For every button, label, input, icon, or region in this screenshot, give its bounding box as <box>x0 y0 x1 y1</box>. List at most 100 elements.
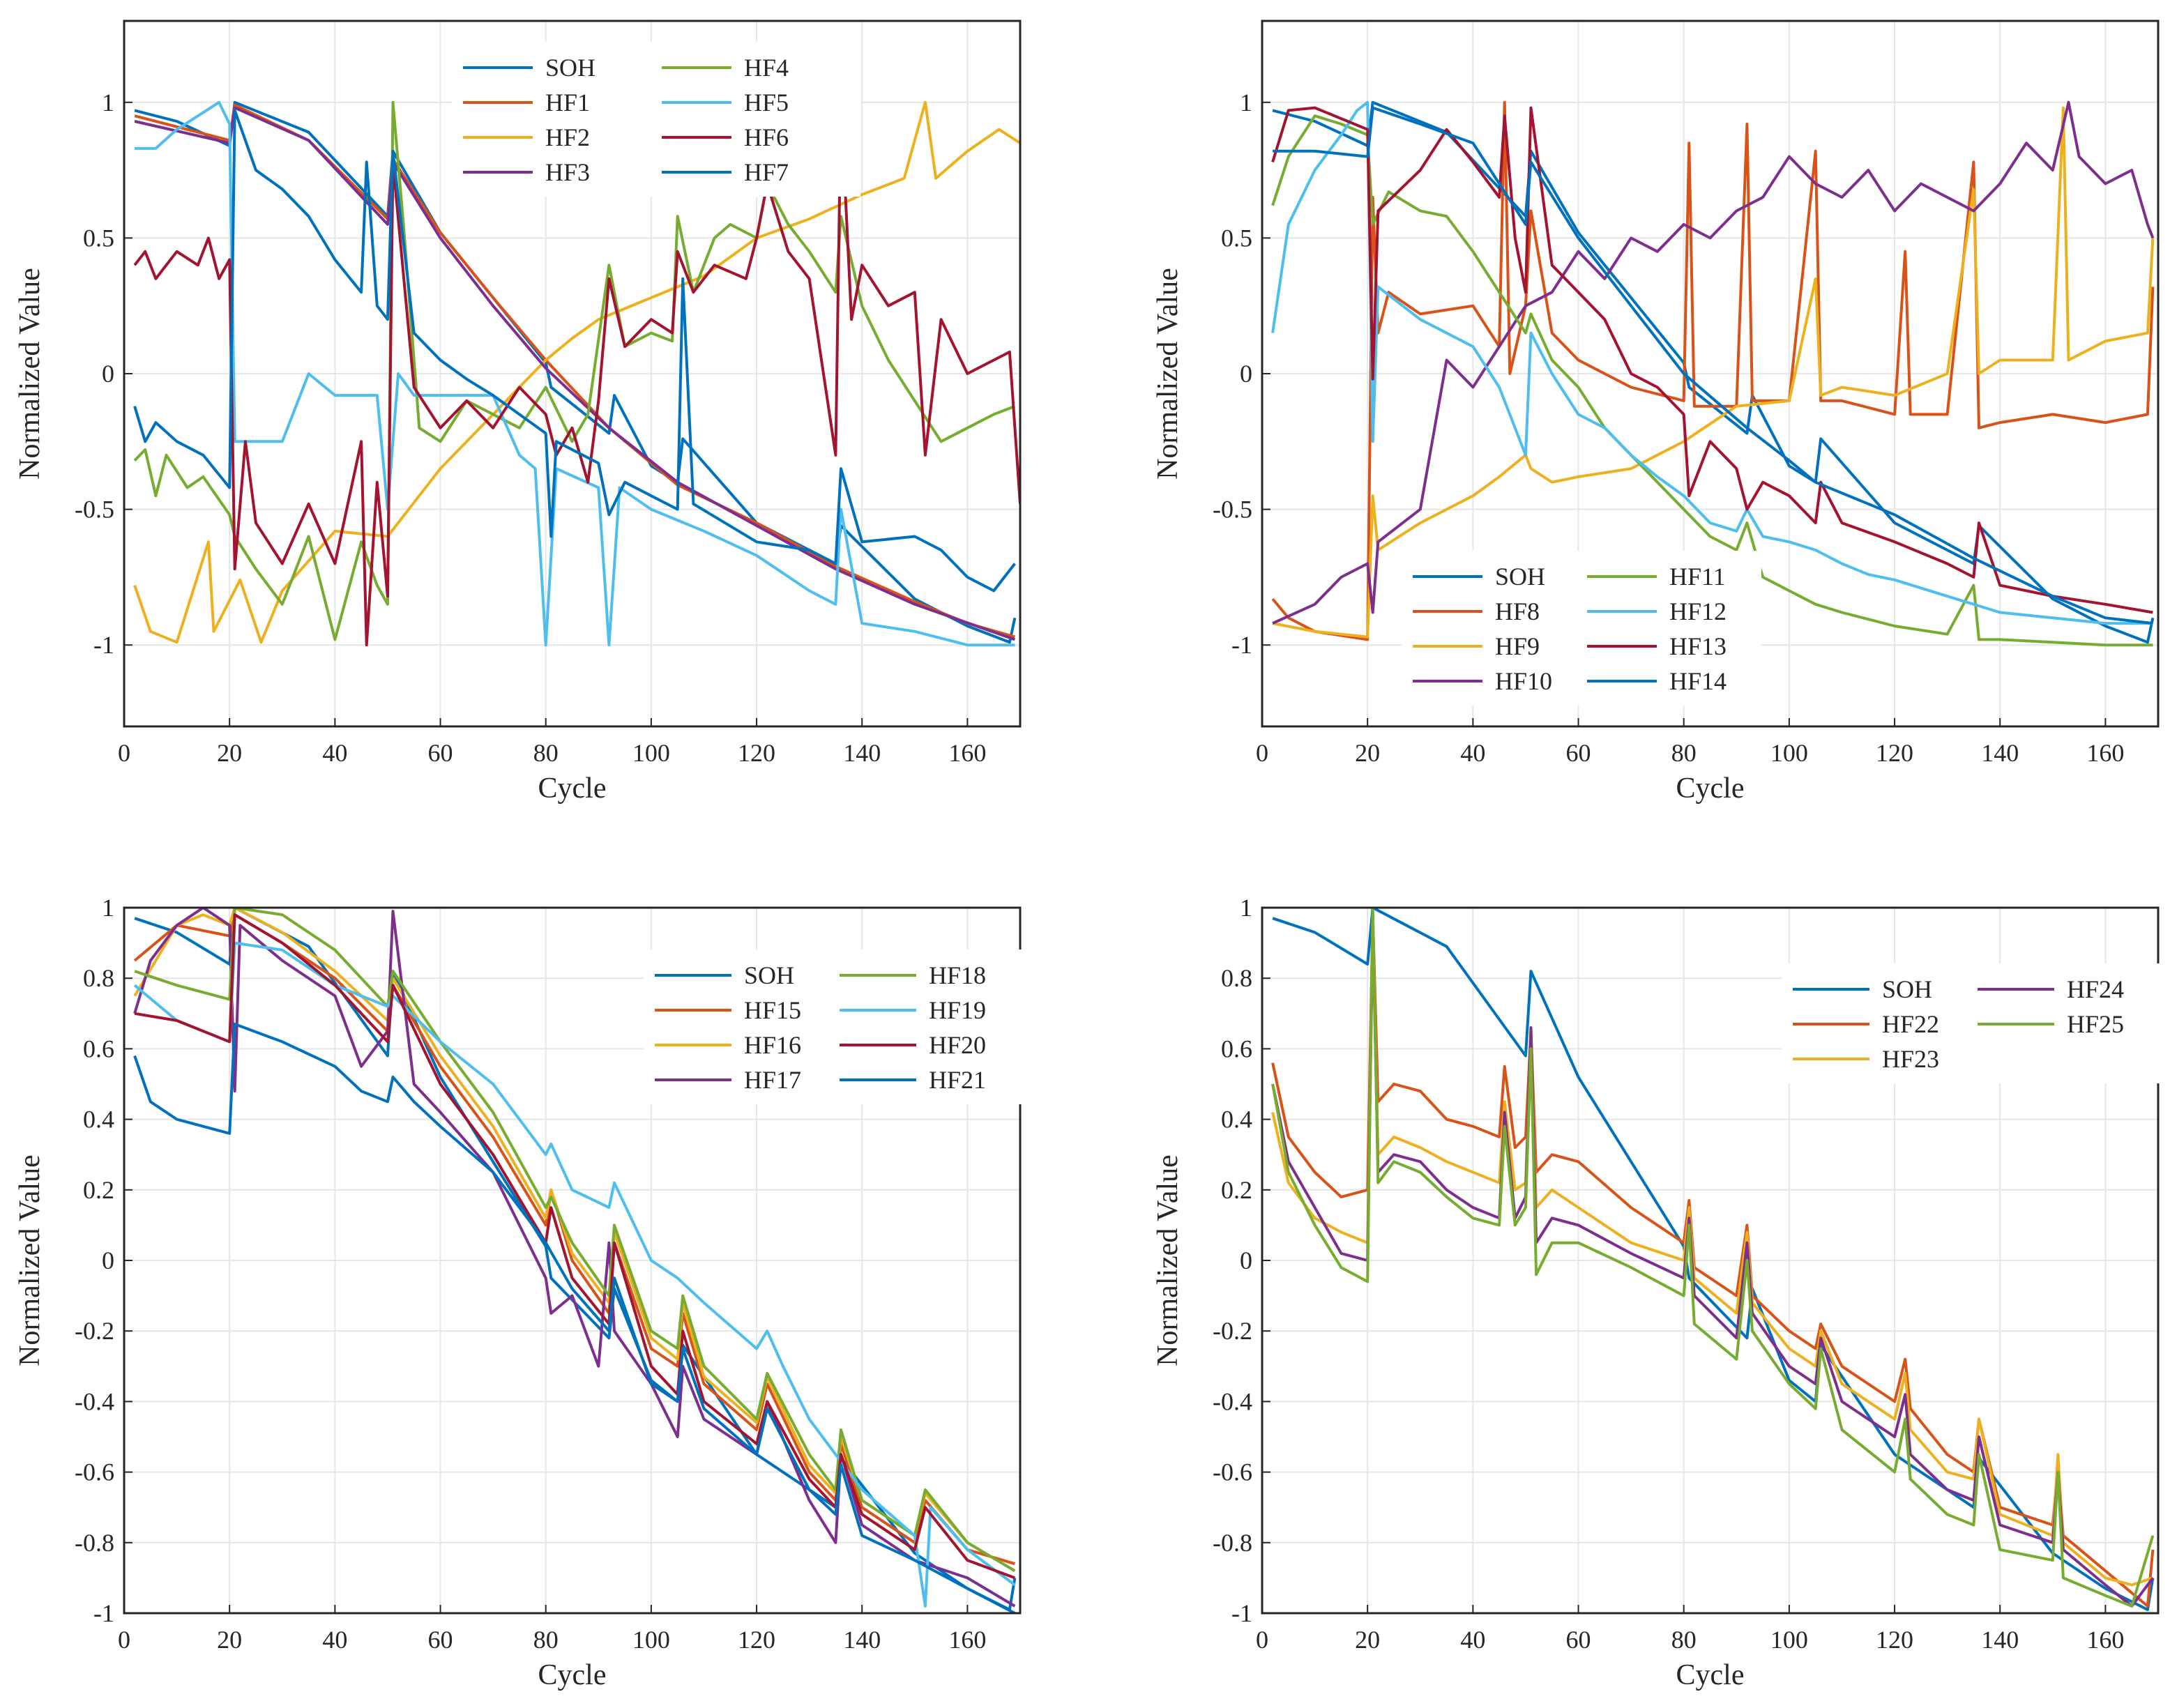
x-tick-label: 100 <box>632 1626 670 1654</box>
legend-item-hf16: HF16 <box>655 1031 801 1059</box>
x-axis-label: Cycle <box>538 1659 607 1691</box>
y-tick-label: -0.8 <box>75 1529 114 1557</box>
legend-label: HF5 <box>744 89 789 116</box>
legend-item-hf9: HF9 <box>1413 632 1540 660</box>
y-tick-label: 0.5 <box>83 224 114 252</box>
legend-label: HF22 <box>1882 1010 1939 1038</box>
series-line-hf18 <box>134 908 1016 1573</box>
x-tick-label: 80 <box>1671 739 1697 767</box>
x-tick-label: 140 <box>843 1626 881 1654</box>
legend-item-hf14: HF14 <box>1587 667 1727 695</box>
legend-label: HF19 <box>929 996 986 1024</box>
legend-label: HF1 <box>545 89 590 116</box>
legend-label: HF18 <box>929 961 986 989</box>
x-tick-label: 0 <box>118 1626 130 1654</box>
legend-label: HF12 <box>1669 597 1727 625</box>
y-tick-label: 0.6 <box>83 1035 114 1062</box>
legend-label: HF20 <box>929 1031 986 1059</box>
x-tick-label: 120 <box>1876 739 1913 767</box>
legend-item-soh: SOH <box>1793 975 1932 1003</box>
series-line-soh <box>134 100 1017 644</box>
x-tick-label: 80 <box>533 739 559 767</box>
series-line-hf25 <box>1271 908 2155 1608</box>
series-line-hf23 <box>1271 917 2154 1587</box>
legend-item-hf19: HF19 <box>840 996 986 1024</box>
legend-label: HF8 <box>1495 597 1540 625</box>
x-tick-label: 0 <box>1256 1626 1268 1654</box>
series-line-hf3 <box>134 106 1016 641</box>
legend: SOH HF22 HF23 HF24 HF25 <box>1782 963 2162 1083</box>
y-tick-label: 0 <box>1240 360 1252 388</box>
panel-3: 0 20 40 60 80 100 120 140 160 -1 -0.8 -0.6 -0.4 -0.2 0… <box>14 894 1024 1691</box>
y-tick-label: 0.2 <box>83 1176 114 1204</box>
series-line-soh <box>1272 100 2155 644</box>
legend-item-soh: SOH <box>1413 563 1545 590</box>
legend-label: HF10 <box>1495 667 1552 695</box>
legend-label: HF25 <box>2067 1010 2124 1038</box>
series-line-hf2 <box>133 100 1020 644</box>
x-tick-label: 20 <box>217 739 242 767</box>
panel-2: 0 20 40 60 80 100 120 140 160 -1 -0.5 0 0.5 1 Cycle Nor… <box>1152 20 2160 805</box>
legend-label: SOH <box>744 961 794 989</box>
series-lines <box>1271 908 2155 1611</box>
legend: SOH HF1 HF2 HF3 HF4 HF5 HF6 HF7 <box>452 42 860 197</box>
legend-item-hf13: HF13 <box>1587 632 1727 660</box>
y-tick-label: -1 <box>1231 1599 1252 1627</box>
legend-label: HF11 <box>1669 563 1726 590</box>
y-tick-label: -1 <box>93 1599 114 1627</box>
series-lines <box>133 908 1017 1613</box>
legend-item-soh: SOH <box>655 961 794 989</box>
x-tick-label: 100 <box>1770 739 1808 767</box>
panel-1: 0 20 40 60 80 100 120 140 160 -1 -0.5 0 0.5 1 Cycle Nor… <box>14 20 1022 805</box>
x-tick-label: 40 <box>322 739 347 767</box>
legend-item-hf3: HF3 <box>463 158 590 186</box>
x-tick-label: 60 <box>1566 739 1591 767</box>
legend-item-hf17: HF17 <box>655 1066 801 1094</box>
legend: SOH HF8 HF9 HF10 HF11 HF12 HF13 HF14 <box>1402 551 1761 706</box>
y-axis-label: Normalized Value <box>14 1154 46 1366</box>
x-tick-label: 160 <box>948 739 986 767</box>
legend-item-hf21: HF21 <box>840 1066 986 1094</box>
x-tick-label: 140 <box>1981 739 2019 767</box>
x-tick-label: 80 <box>1671 1626 1697 1654</box>
x-tick-label: 0 <box>118 739 130 767</box>
legend: SOH HF15 HF16 HF17 HF18 HF19 HF20 HF21 <box>644 950 1024 1104</box>
y-tick-label: -0.8 <box>1213 1529 1252 1557</box>
series-line-soh <box>1272 908 2155 1611</box>
legend-label: HF4 <box>744 54 789 82</box>
x-tick-label: 60 <box>428 1626 453 1654</box>
y-tick-label: -1 <box>1231 631 1252 659</box>
y-tick-label: 0.5 <box>1221 224 1252 252</box>
x-tick-label: 140 <box>843 739 881 767</box>
legend-label: HF24 <box>2067 975 2124 1003</box>
y-tick-label: 1 <box>1240 894 1252 922</box>
series-line-hf14 <box>1273 106 2153 625</box>
y-tick-label: 0.8 <box>83 964 114 992</box>
legend-item-hf11: HF11 <box>1587 563 1726 590</box>
legend-item-hf7: HF7 <box>662 158 789 186</box>
y-axis-label: Normalized Value <box>1152 1154 1184 1366</box>
x-axis-label: Cycle <box>1676 772 1745 805</box>
series-lines <box>133 100 1020 647</box>
series-line-hf20 <box>134 913 1016 1580</box>
series-line-hf9 <box>1272 106 2155 639</box>
y-axis-label: Normalized Value <box>1152 268 1184 480</box>
series-line-hf19 <box>133 941 1016 1608</box>
x-axis-label: Cycle <box>1676 1659 1745 1691</box>
x-tick-label: 40 <box>1460 739 1485 767</box>
legend-label: HF16 <box>744 1031 801 1059</box>
y-tick-label: 0.8 <box>1221 964 1252 992</box>
legend-item-hf8: HF8 <box>1413 597 1540 625</box>
y-tick-label: -0.2 <box>75 1317 114 1345</box>
y-tick-label: 0 <box>102 360 114 388</box>
x-tick-label: 60 <box>428 739 453 767</box>
legend-label: HF15 <box>744 996 801 1024</box>
legend-label: SOH <box>1495 563 1545 590</box>
series-lines <box>1271 100 2155 647</box>
legend-item-hf25: HF25 <box>1978 1010 2124 1038</box>
y-tick-label: -0.6 <box>75 1458 114 1486</box>
y-tick-label: 0.6 <box>1221 1035 1252 1062</box>
y-tick-label: 0.2 <box>1221 1176 1252 1204</box>
legend-item-hf18: HF18 <box>840 961 986 989</box>
y-tick-label: -0.5 <box>1213 496 1252 524</box>
